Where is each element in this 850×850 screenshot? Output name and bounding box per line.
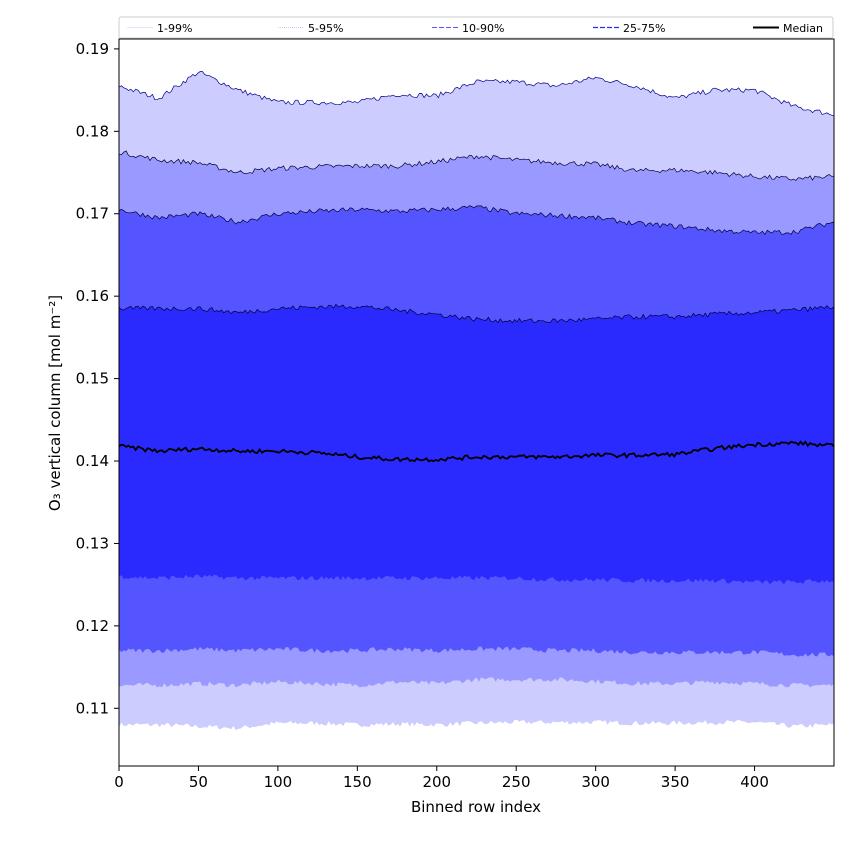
legend-label: 25-75% <box>623 22 665 35</box>
x-tick-label: 350 <box>661 773 690 791</box>
y-tick-label: 0.19 <box>76 40 109 58</box>
y-axis-label: O₃ vertical column [mol m⁻²] <box>46 295 64 511</box>
y-tick-label: 0.14 <box>76 452 109 470</box>
y-tick-label: 0.17 <box>76 205 109 223</box>
legend-label: Median <box>783 22 823 35</box>
x-tick-label: 150 <box>343 773 372 791</box>
band-5-95%-upper-edge <box>119 150 834 181</box>
y-tick-label: 0.12 <box>76 617 109 635</box>
x-tick-label: 400 <box>740 773 769 791</box>
x-axis: 0 50 100 150 200 250 300 350 400 <box>114 766 769 791</box>
band-25-75%-area <box>119 304 834 585</box>
y-tick-label: 0.13 <box>76 534 109 552</box>
x-tick-label: 250 <box>502 773 531 791</box>
band-25-75%-upper-edge <box>119 303 834 324</box>
band-1-99%-upper-edge <box>119 71 834 117</box>
band-layer <box>119 71 834 731</box>
legend-label: 10-90% <box>462 22 504 35</box>
legend: 1-99% 5-95% 10-90% 25-75% Median <box>118 16 834 39</box>
x-tick-label: 200 <box>422 773 451 791</box>
legend-label: 5-95% <box>308 22 343 35</box>
x-axis-label: Binned row index <box>411 798 541 816</box>
x-tick-label: 50 <box>189 773 208 791</box>
y-tick-label: 0.16 <box>76 287 109 305</box>
y-axis: 0.11 0.12 0.13 0.14 0.15 0.16 0.17 0.18 0.19 <box>76 40 119 717</box>
plot-frame <box>118 38 835 767</box>
y-tick-label: 0.18 <box>76 122 109 140</box>
line-layer <box>119 440 834 463</box>
band-10-90%-upper-edge <box>119 205 834 236</box>
legend-frame <box>118 16 834 39</box>
legend-label: 1-99% <box>157 22 192 35</box>
series-median-line <box>119 440 834 463</box>
y-tick-label: 0.11 <box>76 699 109 717</box>
x-tick-label: 300 <box>581 773 610 791</box>
x-tick-label: 100 <box>264 773 293 791</box>
x-tick-label: 0 <box>114 773 124 791</box>
y-tick-label: 0.15 <box>76 370 109 388</box>
